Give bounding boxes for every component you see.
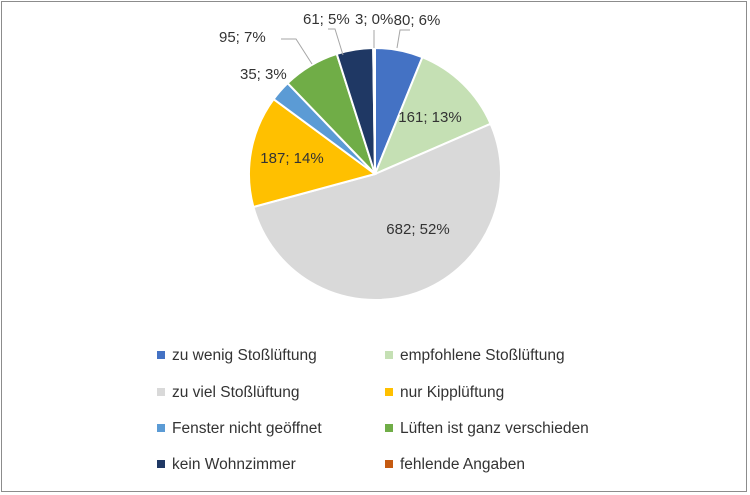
data-labels: 80; 6% 161; 13% 682; 52% 187; 14% 35; 3% 95; … (219, 11, 462, 238)
legend-swatch-zu-wenig-stosslueftung (157, 351, 165, 359)
legend-swatch-nur-kipplueftung (385, 388, 393, 396)
legend-swatch-lueften-ist-ganz-verschieden (385, 424, 393, 432)
pie-slice-fehlende-angaben (372, 46, 376, 175)
data-label-lueften-ist-ganz-verschieden: 95; 7% (219, 29, 266, 46)
pie-slice-zu-viel-stosslueftung (252, 122, 502, 301)
data-label-zu-viel-stosslueftung: 682; 52% (386, 221, 449, 238)
legend-item-nur-kipplueftung: nur Kipplüftung (385, 384, 504, 401)
leader-line-kein-wohnzimmer (328, 28, 344, 56)
legend-label-zu-wenig-stosslueftung: zu wenig Stoßlüftung (172, 347, 317, 364)
legend-swatch-fehlende-angaben (385, 460, 393, 468)
legend-swatch-fenster-nicht-geoeffnet (157, 424, 165, 432)
data-label-zu-wenig-stosslueftung: 80; 6% (394, 12, 441, 29)
legend-item-zu-wenig-stosslueftung: zu wenig Stoßlüftung (157, 347, 317, 364)
legend-swatch-empfohlene-stosslueftung (385, 351, 393, 359)
legend-item-fehlende-angaben: fehlende Angaben (385, 456, 525, 473)
legend-swatch-zu-viel-stosslueftung (157, 388, 165, 396)
data-label-nur-kipplueftung: 187; 14% (260, 150, 323, 167)
leader-line-zu-wenig-stosslueftung (396, 29, 410, 49)
legend-label-kein-wohnzimmer: kein Wohnzimmer (172, 456, 296, 473)
legend-label-lueften-ist-ganz-verschieden: Lüften ist ganz verschieden (400, 420, 589, 437)
leader-lines (281, 28, 410, 65)
pie-slice-nur-kipplueftung (248, 97, 378, 209)
data-label-fenster-nicht-geoeffnet: 35; 3% (240, 66, 287, 83)
legend-item-zu-viel-stosslueftung: zu viel Stoßlüftung (157, 384, 300, 401)
legend: zu wenig Stoßlüftung empfohlene Stoßlüftu… (157, 347, 589, 473)
legend-item-lueften-ist-ganz-verschieden: Lüften ist ganz verschieden (385, 420, 589, 437)
pie-slices (248, 46, 502, 301)
data-label-fehlende-angaben: 3; 0% (355, 11, 393, 28)
legend-label-empfohlene-stosslueftung: empfohlene Stoßlüftung (400, 347, 565, 364)
legend-label-zu-viel-stosslueftung: zu viel Stoßlüftung (172, 384, 300, 401)
legend-label-fenster-nicht-geoeffnet: Fenster nicht geöffnet (172, 420, 322, 437)
legend-label-nur-kipplueftung: nur Kipplüftung (400, 384, 504, 401)
data-label-empfohlene-stosslueftung: 161; 13% (398, 109, 461, 126)
legend-item-empfohlene-stosslueftung: empfohlene Stoßlüftung (385, 347, 565, 364)
leader-line-lueften-ist-ganz-verschieden (281, 38, 313, 65)
legend-item-fenster-nicht-geoeffnet: Fenster nicht geöffnet (157, 420, 322, 437)
legend-swatch-kein-wohnzimmer (157, 460, 165, 468)
legend-item-kein-wohnzimmer: kein Wohnzimmer (157, 456, 296, 473)
pie-slice-empfohlene-stosslueftung (373, 55, 492, 176)
legend-label-fehlende-angaben: fehlende Angaben (400, 456, 525, 473)
data-label-kein-wohnzimmer: 61; 5% (303, 11, 350, 28)
